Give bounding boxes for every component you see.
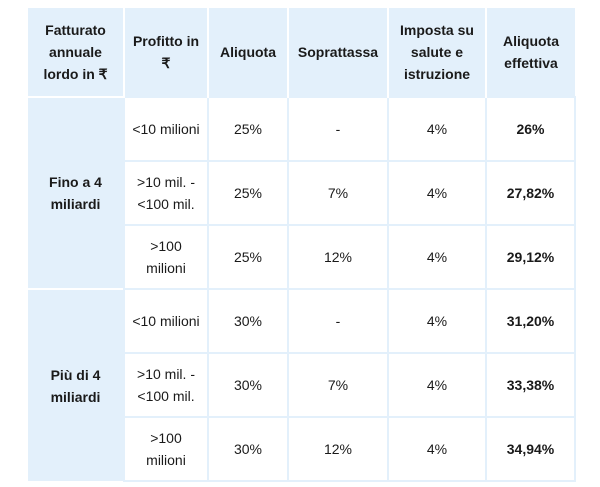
effective-rate-cell: 33,38%	[485, 352, 576, 417]
rate-cell: 25%	[207, 160, 288, 225]
surcharge-cell: -	[287, 96, 388, 161]
surcharge-cell: -	[287, 288, 388, 353]
surcharge-cell: 12%	[287, 416, 388, 482]
effective-rate-cell: 29,12%	[485, 224, 576, 289]
profit-cell: >10 mil. - <100 mil.	[123, 160, 208, 225]
rate-cell: 30%	[207, 416, 288, 482]
effective-rate-cell: 26%	[485, 96, 576, 161]
turnover-cell: Fino a 4 miliardi	[28, 96, 124, 289]
header-cell: Aliquota effettiva	[485, 8, 575, 97]
cess-cell: 4%	[387, 224, 486, 289]
table-row: >100 milioni 30% 12% 4% 34,94%	[28, 416, 576, 482]
table-row: Più di 4 miliardi <10 milioni 30% -4% 31,20%	[28, 288, 576, 481]
rate-cell: 30%	[207, 352, 288, 417]
cess-cell: 4%	[387, 96, 486, 161]
surcharge-cell: 7%	[287, 352, 388, 417]
profit-cell: >10 mil. - <100 mil.	[123, 352, 208, 417]
cess-cell: 4%	[387, 352, 486, 417]
table-row: >10 mil. - <100 mil. 25% 7% 4% 27,82%	[28, 160, 576, 225]
rate-cell: 25%	[207, 96, 288, 161]
table-row: >100 milioni 25% 12% 4% 29,12%	[28, 224, 576, 289]
header-cell: Profitto in ₹	[123, 8, 208, 97]
effective-rate-cell: 27,82%	[485, 160, 576, 225]
header-cell: Soprattassa	[287, 8, 388, 97]
table-row: >10 mil. - <100 mil. 30% 7% 4% 33,38%	[28, 352, 576, 417]
rate-cell: 30%	[207, 288, 288, 353]
profit-cell: <10 milioni	[123, 96, 208, 161]
table-row: Fino a 4 miliardi <10 milioni 25% -4% 26%	[28, 96, 576, 289]
header-cell: Imposta su salute e istruzione	[387, 8, 486, 97]
header-row: Fatturato annuale lordo in ₹ Profitto in …	[28, 8, 575, 97]
table-body: Fino a 4 miliardi <10 milioni 25% -4% 26% >10…	[28, 96, 576, 482]
profit-cell: >100 milioni	[123, 224, 208, 289]
cess-cell: 4%	[387, 416, 486, 482]
header-cell: Fatturato annuale lordo in ₹	[28, 8, 124, 97]
effective-rate-cell: 34,94%	[485, 416, 576, 482]
surcharge-cell: 7%	[287, 160, 388, 225]
header-cell: Aliquota	[207, 8, 288, 97]
tax-table: Fatturato annuale lordo in ₹ Profitto in …	[28, 8, 576, 482]
profit-cell: >100 milioni	[123, 416, 208, 482]
effective-rate-cell: 31,20%	[485, 288, 576, 353]
cess-cell: 4%	[387, 288, 486, 353]
turnover-cell: Più di 4 miliardi	[28, 288, 124, 481]
surcharge-cell: 12%	[287, 224, 388, 289]
profit-cell: <10 milioni	[123, 288, 208, 353]
cess-cell: 4%	[387, 160, 486, 225]
rate-cell: 25%	[207, 224, 288, 289]
